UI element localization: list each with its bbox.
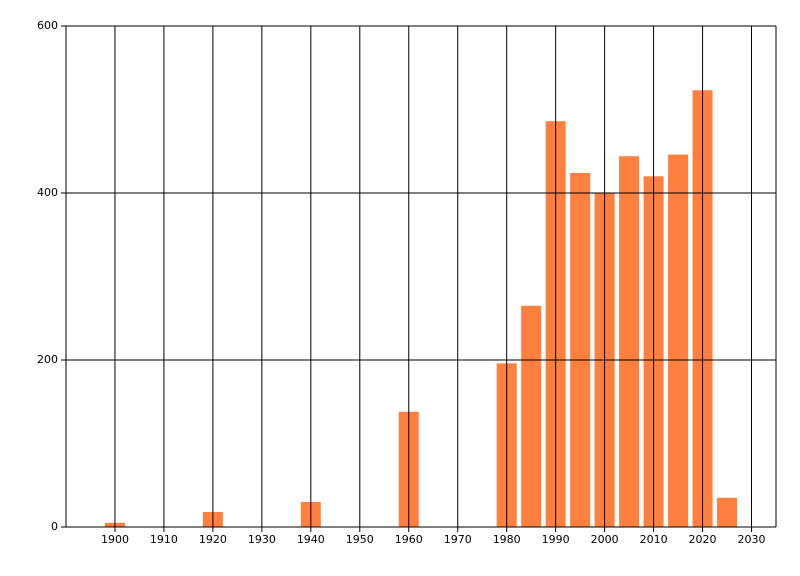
y-tick-label: 600	[37, 19, 58, 32]
x-tick-label: 1950	[346, 533, 374, 546]
x-tick-label: 2000	[591, 533, 619, 546]
x-tick-label: 1990	[542, 533, 570, 546]
bar	[570, 172, 591, 527]
x-tick-label: 2020	[689, 533, 717, 546]
y-tick-label: 400	[37, 186, 58, 199]
x-tick-label: 1960	[395, 533, 423, 546]
bar	[521, 305, 542, 527]
x-tick-label: 1910	[150, 533, 178, 546]
bar	[717, 497, 738, 527]
x-tick-label: 1920	[199, 533, 227, 546]
y-tick-label: 200	[37, 353, 58, 366]
y-tick-label: 0	[51, 520, 58, 533]
x-tick-label: 1940	[297, 533, 325, 546]
x-tick-label: 1930	[248, 533, 276, 546]
x-tick-label: 2010	[640, 533, 668, 546]
bar	[668, 154, 689, 527]
bar	[619, 156, 640, 527]
x-tick-label: 2030	[738, 533, 766, 546]
x-tick-label: 1970	[444, 533, 472, 546]
x-tick-label: 1980	[493, 533, 521, 546]
x-tick-label: 1900	[101, 533, 129, 546]
